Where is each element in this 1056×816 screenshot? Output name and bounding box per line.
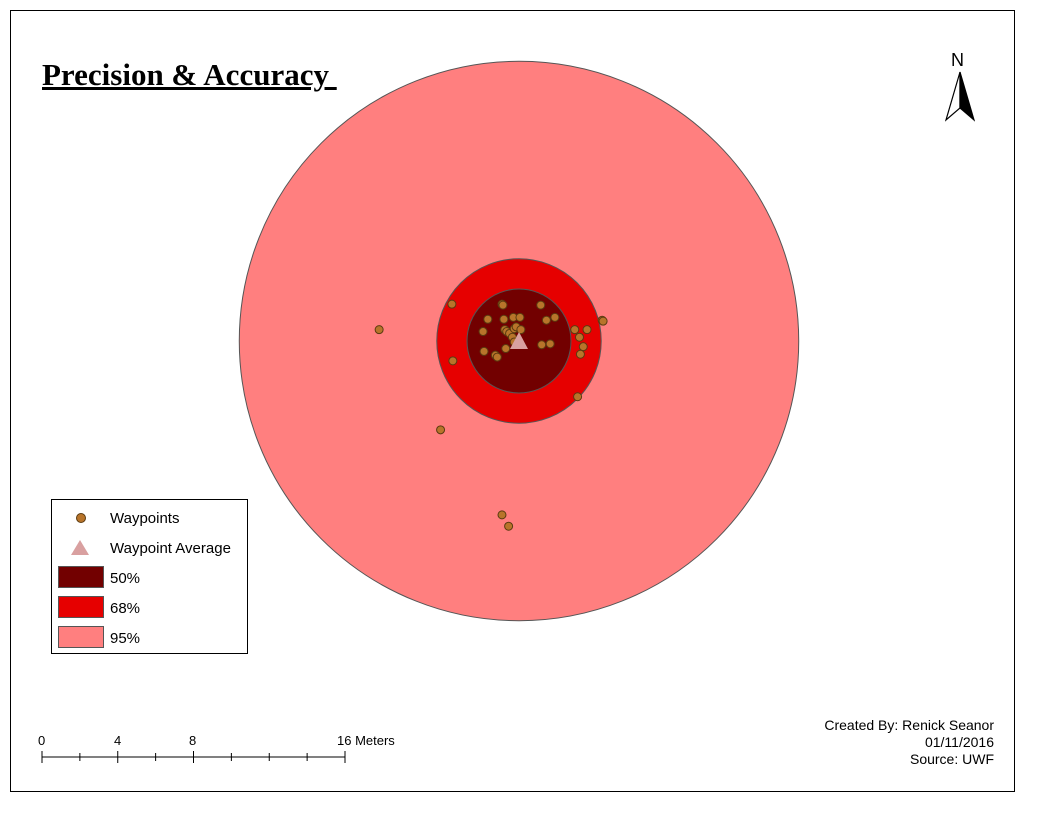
swatch-68 xyxy=(58,596,104,618)
waypoint-29 xyxy=(545,339,555,349)
waypoint-3 xyxy=(436,425,446,435)
legend-label: Waypoint Average xyxy=(110,540,231,557)
legend-label: Waypoints xyxy=(110,510,180,527)
legend-item-68: 68% xyxy=(52,596,247,620)
credit-author: Created By: Renick Seanor xyxy=(824,717,994,733)
page-title: Precision & Accuracy xyxy=(42,57,337,92)
waypoint-14 xyxy=(515,312,525,322)
average-layer xyxy=(510,332,528,349)
credit-date: 01/11/2016 xyxy=(924,734,994,750)
scale-label-0: 0 xyxy=(38,733,46,748)
legend-label: 68% xyxy=(110,600,141,617)
waypoint-31 xyxy=(574,332,584,342)
waypoint-12 xyxy=(499,314,509,324)
waypoint-9 xyxy=(550,312,560,322)
north-arrow-icon xyxy=(945,71,975,122)
legend-item-95: 95% xyxy=(52,626,247,650)
north-label: N xyxy=(951,50,964,70)
waypoint-average-marker xyxy=(510,332,528,349)
waypoint-1 xyxy=(374,325,384,335)
scale-label-4: 4 xyxy=(114,733,122,748)
scale-label-8: 8 xyxy=(189,733,197,748)
swatch-95 xyxy=(58,626,104,648)
legend-item-average: Waypoint Average xyxy=(52,536,247,560)
map-legend: Waypoints Waypoint Average 50% 68% 95% xyxy=(51,499,248,654)
legend-label: 95% xyxy=(110,630,141,647)
legend-item-50: 50% xyxy=(52,566,247,590)
waypoint-28 xyxy=(537,340,547,350)
waypoint-32 xyxy=(582,325,592,335)
waypoint-27 xyxy=(501,344,511,354)
waypoints-layer xyxy=(374,299,608,531)
map-frame xyxy=(10,10,1015,792)
scale-label-16: 16 Meters xyxy=(337,733,395,748)
waypoint-5 xyxy=(504,521,514,531)
credits: Created By: Renick Seanor 01/11/2016 Sou… xyxy=(824,717,994,768)
waypoint-37 xyxy=(573,392,583,402)
waypoint-34 xyxy=(575,349,585,359)
waypoint-36 xyxy=(598,316,608,326)
waypoint-21 xyxy=(478,327,488,337)
waypoint-30 xyxy=(570,325,580,335)
legend-label: 50% xyxy=(110,570,141,587)
credit-source: Source: UWF xyxy=(909,751,994,767)
waypoint-symbol-icon xyxy=(76,513,86,523)
waypoint-0 xyxy=(447,299,457,309)
waypoint-24 xyxy=(479,346,489,356)
waypoint-7 xyxy=(498,300,508,310)
waypoint-4 xyxy=(497,510,507,520)
waypoint-20 xyxy=(516,325,526,335)
waypoint-33 xyxy=(578,342,588,352)
waypoint-10 xyxy=(541,315,551,325)
waypoint-8 xyxy=(536,300,546,310)
waypoint-26 xyxy=(492,352,502,362)
waypoint-2 xyxy=(448,356,458,366)
legend-item-waypoints: Waypoints xyxy=(52,506,247,530)
waypoint-11 xyxy=(483,314,493,324)
scale-bar xyxy=(41,751,346,763)
triangle-icon xyxy=(71,540,89,555)
swatch-50 xyxy=(58,566,104,588)
